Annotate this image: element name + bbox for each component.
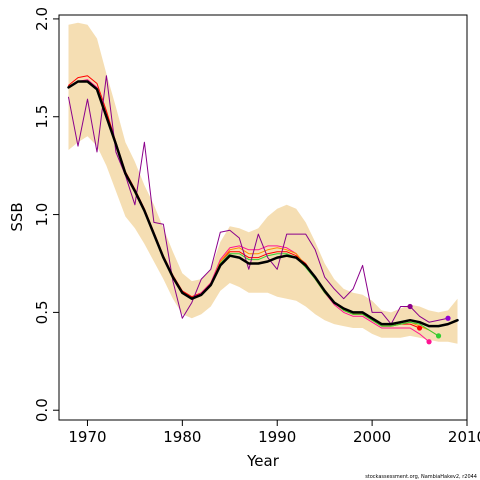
y-tick-label: 1.5 xyxy=(33,105,51,129)
confidence-band-layer xyxy=(68,22,458,344)
y-axis: 0.0 0.5 1.0 1.5 2.0 xyxy=(33,7,59,422)
series-line-3 xyxy=(68,79,430,343)
y-tick-label: 0.0 xyxy=(33,398,51,422)
terminal-point-3 xyxy=(426,339,432,345)
y-tick-label: 0.5 xyxy=(33,300,51,324)
x-tick-label: 1990 xyxy=(258,428,296,446)
y-axis-title: SSB xyxy=(8,202,26,231)
x-tick-label: 1970 xyxy=(68,428,106,446)
y-tick-label: 1.0 xyxy=(33,203,51,227)
terminal-points-layer xyxy=(407,303,451,345)
terminal-point-1 xyxy=(407,303,413,310)
x-tick-label: 1980 xyxy=(163,428,201,446)
x-tick-label: 2000 xyxy=(353,428,391,446)
terminal-point-2 xyxy=(416,325,423,331)
series-line-1 xyxy=(67,80,459,328)
terminal-point-4 xyxy=(435,333,442,339)
confidence-band xyxy=(68,22,458,344)
series-line-6 xyxy=(68,75,449,325)
terminal-point-5 xyxy=(445,315,451,321)
footnote: stockassessment.org, NambiaHakev2, r2044 xyxy=(365,474,477,480)
x-axis-title: Year xyxy=(246,452,280,470)
y-tick-label: 2.0 xyxy=(33,7,51,31)
series-layer xyxy=(67,75,459,343)
plot-frame xyxy=(58,14,468,421)
